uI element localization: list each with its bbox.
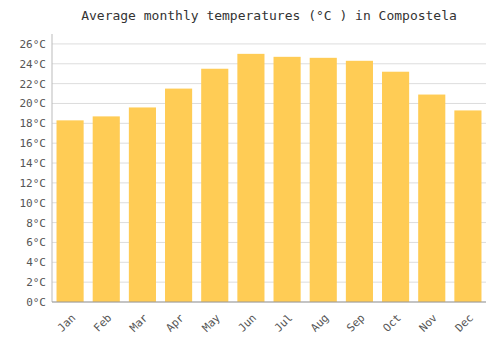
y-tick-label: 0°C bbox=[26, 296, 46, 309]
y-axis-ticks: 0°C 2°C 4°C 6°C 8°C 10°C 12°C 14°C 16°C 18°C 20°C 2… bbox=[20, 38, 47, 309]
bar bbox=[201, 69, 228, 302]
grid-line bbox=[52, 83, 486, 84]
y-tick-label: 16°C bbox=[20, 137, 47, 150]
y-tick-label: 12°C bbox=[20, 177, 47, 190]
x-axis-ticks: Jan Feb Mar Apr May Jun Jul Aug Sep Oct Nov Dec bbox=[55, 311, 476, 335]
bar bbox=[93, 116, 120, 302]
y-tick-label: 2°C bbox=[26, 276, 46, 289]
x-tick-label: Dec bbox=[453, 311, 476, 334]
y-tick-label: 22°C bbox=[20, 78, 47, 91]
x-tick-label: Jun bbox=[236, 311, 259, 334]
y-tick-label: 4°C bbox=[26, 256, 46, 269]
bars bbox=[57, 54, 482, 302]
bar bbox=[165, 89, 192, 302]
x-tick-label: Nov bbox=[417, 311, 441, 335]
bar bbox=[418, 95, 445, 302]
y-axis-line bbox=[52, 34, 53, 302]
grid-line bbox=[52, 302, 486, 303]
chart-svg: Average monthly temperatures (°C ) in Co… bbox=[0, 0, 500, 350]
bar bbox=[129, 107, 156, 302]
y-tick-label: 14°C bbox=[20, 157, 47, 170]
bar bbox=[454, 110, 481, 302]
bar bbox=[382, 72, 409, 302]
x-tick-label: Sep bbox=[344, 311, 367, 334]
y-tick-label: 8°C bbox=[26, 217, 46, 230]
bar bbox=[57, 120, 84, 302]
x-tick-label: Jul bbox=[272, 311, 295, 334]
x-tick-label: Apr bbox=[163, 311, 187, 335]
bar bbox=[274, 57, 301, 302]
x-tick-label: Aug bbox=[308, 311, 331, 334]
x-axis-line bbox=[52, 302, 486, 303]
y-tick-label: 26°C bbox=[20, 38, 47, 51]
y-tick-label: 20°C bbox=[20, 97, 47, 110]
y-tick-label: 18°C bbox=[20, 117, 47, 130]
grid-line bbox=[52, 43, 486, 44]
y-tick-label: 24°C bbox=[20, 58, 47, 71]
y-tick-label: 10°C bbox=[20, 197, 47, 210]
x-tick-label: Jan bbox=[55, 311, 78, 334]
chart-title: Average monthly temperatures (°C ) in Co… bbox=[81, 8, 457, 23]
x-tick-label: Mar bbox=[127, 311, 151, 335]
x-tick-label: May bbox=[200, 311, 224, 335]
grid-line bbox=[52, 63, 486, 64]
chart-container: Average monthly temperatures (°C ) in Co… bbox=[0, 0, 500, 350]
y-tick-label: 6°C bbox=[26, 236, 46, 249]
y-grid bbox=[52, 44, 486, 302]
bar bbox=[346, 61, 373, 302]
bar bbox=[310, 58, 337, 302]
x-tick-label: Oct bbox=[380, 311, 403, 334]
x-tick-label: Feb bbox=[91, 311, 114, 334]
bar bbox=[237, 54, 264, 302]
